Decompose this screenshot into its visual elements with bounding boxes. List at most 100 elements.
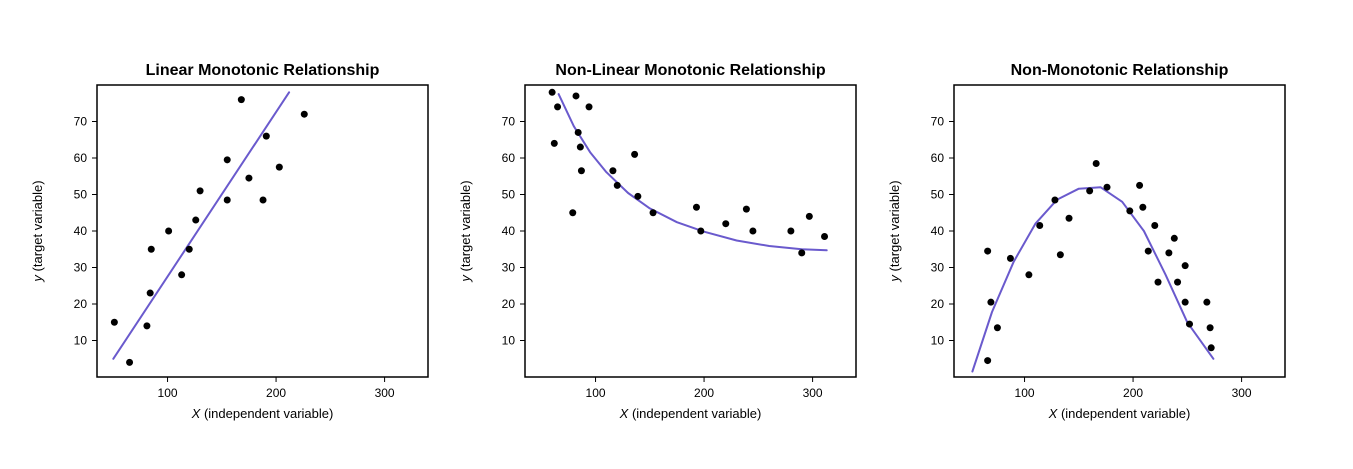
data-point	[185, 245, 193, 253]
data-point	[1056, 251, 1064, 259]
y-tick-label: 50	[502, 188, 516, 202]
fit-line	[112, 91, 291, 360]
data-point	[649, 209, 657, 217]
data-point	[126, 358, 134, 366]
data-point	[147, 245, 155, 253]
y-axis-label-text: (target variable)	[458, 180, 473, 275]
data-point	[987, 298, 995, 306]
y-tick-label: 70	[74, 115, 88, 129]
y-tick-label: 60	[931, 151, 945, 165]
data-point	[262, 132, 270, 140]
data-point	[110, 318, 118, 326]
data-point	[1126, 207, 1134, 215]
data-point	[223, 196, 231, 204]
y-axis-label-variable: y	[887, 274, 902, 283]
data-point	[577, 167, 585, 175]
y-tick-label: 20	[931, 297, 945, 311]
data-point	[787, 227, 795, 235]
data-point	[1181, 298, 1189, 306]
data-point	[196, 187, 204, 195]
x-axis-label: X (independent variable)	[191, 406, 334, 421]
data-point	[634, 192, 642, 200]
data-point	[984, 357, 992, 365]
y-tick-label: 60	[502, 151, 516, 165]
data-point	[1165, 249, 1173, 257]
y-tick-label: 10	[931, 334, 945, 348]
x-axis-label: X (independent variable)	[1048, 406, 1191, 421]
y-tick-label: 40	[502, 224, 516, 238]
x-axis-label: X (independent variable)	[619, 406, 762, 421]
chart-panel-1: Linear Monotonic Relationship 100 200 300 10…	[30, 62, 429, 421]
y-axis-label-text: (target variable)	[887, 180, 902, 275]
data-point	[1174, 278, 1182, 286]
data-point	[550, 139, 558, 147]
data-point	[1203, 298, 1211, 306]
data-point	[574, 128, 582, 136]
data-point	[569, 209, 577, 217]
data-point	[805, 212, 813, 220]
chart-title: Linear Monotonic Relationship	[146, 62, 380, 79]
y-tick-label: 30	[74, 261, 88, 275]
data-point	[146, 289, 154, 297]
data-point	[984, 247, 992, 255]
data-point	[609, 167, 617, 175]
data-point	[722, 220, 730, 228]
data-point	[1207, 344, 1215, 352]
data-point	[631, 150, 639, 158]
x-tick-label: 100	[586, 386, 606, 400]
x-tick-label: 300	[375, 386, 395, 400]
x-axis-label-text: (independent variable)	[1057, 406, 1190, 421]
data-point	[1181, 262, 1189, 270]
y-tick-label: 20	[502, 297, 516, 311]
x-tick-label: 200	[266, 386, 286, 400]
chart-title: Non-Linear Monotonic Relationship	[555, 62, 825, 79]
data-point	[1151, 222, 1159, 230]
data-point	[143, 322, 151, 330]
data-point	[1025, 271, 1033, 279]
data-point	[1006, 254, 1014, 262]
data-point	[1154, 278, 1162, 286]
y-tick-label: 30	[502, 261, 516, 275]
data-point	[548, 88, 556, 96]
data-point	[697, 227, 705, 235]
x-tick-label: 100	[1015, 386, 1035, 400]
plot-frame	[953, 84, 1286, 378]
x-axis-label-variable: X	[619, 406, 630, 421]
data-point	[572, 92, 580, 100]
y-tick-label: 40	[931, 224, 945, 238]
data-point	[259, 196, 267, 204]
data-point	[165, 227, 173, 235]
y-tick-label: 70	[502, 115, 516, 129]
y-axis-label-text: (target variable)	[30, 180, 45, 275]
data-point	[192, 216, 200, 224]
data-point	[798, 249, 806, 257]
plot-frame	[96, 84, 429, 378]
y-tick-label: 20	[74, 297, 88, 311]
data-point	[554, 103, 562, 111]
y-tick-label: 10	[74, 334, 88, 348]
data-point	[1051, 196, 1059, 204]
data-point	[1103, 183, 1111, 191]
fit-curve	[557, 93, 828, 252]
y-tick-label: 60	[74, 151, 88, 165]
x-tick-label: 300	[803, 386, 823, 400]
y-axis-label: y (target variable)	[30, 180, 45, 282]
data-point	[1170, 234, 1178, 242]
chart-title: Non-Monotonic Relationship	[1011, 62, 1229, 79]
data-point	[1092, 159, 1100, 167]
y-axis-label-variable: y	[458, 274, 473, 283]
x-tick-label: 100	[158, 386, 178, 400]
x-tick-label: 300	[1232, 386, 1252, 400]
data-point	[613, 181, 621, 189]
data-point	[1185, 320, 1193, 328]
y-tick-label: 40	[74, 224, 88, 238]
y-axis-label-variable: y	[30, 274, 45, 283]
data-point	[300, 110, 308, 118]
data-point	[749, 227, 757, 235]
x-axis-label-variable: X	[191, 406, 202, 421]
y-tick-label: 70	[931, 115, 945, 129]
data-point	[237, 96, 245, 104]
data-point	[275, 163, 283, 171]
data-point	[223, 156, 231, 164]
